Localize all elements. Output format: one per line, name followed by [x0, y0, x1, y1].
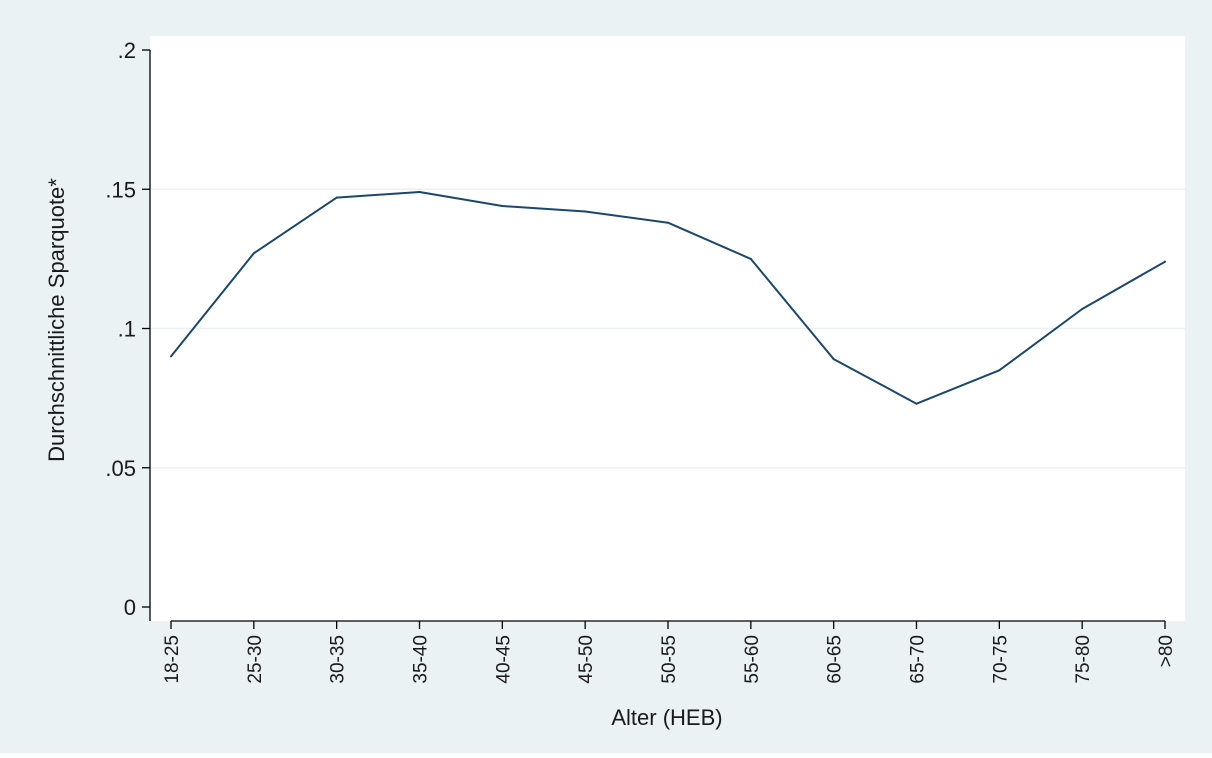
data-point	[915, 402, 918, 405]
data-point	[1081, 308, 1084, 311]
data-point	[252, 252, 255, 255]
x-tick-label: 60-65	[825, 635, 846, 684]
y-tick-label: .2	[118, 38, 136, 63]
x-axis-label: Alter (HEB)	[611, 705, 722, 730]
data-point	[335, 196, 338, 199]
series-layer	[170, 191, 1166, 405]
x-tick-label: 30-35	[328, 635, 349, 684]
x-tick-label: 18-25	[162, 635, 183, 684]
y-tick-label: .1	[118, 317, 136, 342]
x-tick-label: 45-50	[576, 635, 597, 684]
y-axis-ticks: 0 .05 .1 .15 .2	[105, 38, 150, 620]
data-point	[501, 204, 504, 207]
y-tick-label: 0	[124, 595, 136, 620]
x-tick-label: 40-45	[493, 635, 514, 684]
y-tick-label: .05	[105, 456, 136, 481]
data-point	[418, 191, 421, 194]
x-axis-ticks: 18-25 25-30 30-35 35-40 40-45 45-50 50-55 55-60…	[162, 621, 1177, 684]
x-tick-label: 65-70	[908, 635, 929, 684]
y-tick-label: .15	[105, 177, 136, 202]
data-point	[667, 221, 669, 224]
y-axis-label: Durchschnittliche Sparquote*	[44, 178, 69, 462]
gridlines	[150, 188, 1185, 469]
data-point	[1164, 260, 1166, 263]
x-tick-label: 25-30	[245, 635, 266, 684]
x-tick-label: 35-40	[411, 635, 432, 684]
data-point	[170, 355, 172, 358]
data-point	[998, 369, 1001, 372]
x-tick-label: 70-75	[990, 635, 1011, 684]
data-point	[832, 358, 835, 361]
data-point	[584, 210, 587, 213]
x-tick-label: 50-55	[659, 635, 680, 684]
x-tick-label: >80	[1156, 635, 1177, 667]
data-point	[749, 257, 752, 260]
x-tick-label: 55-60	[742, 635, 763, 684]
x-tick-label: 75-80	[1073, 635, 1094, 684]
